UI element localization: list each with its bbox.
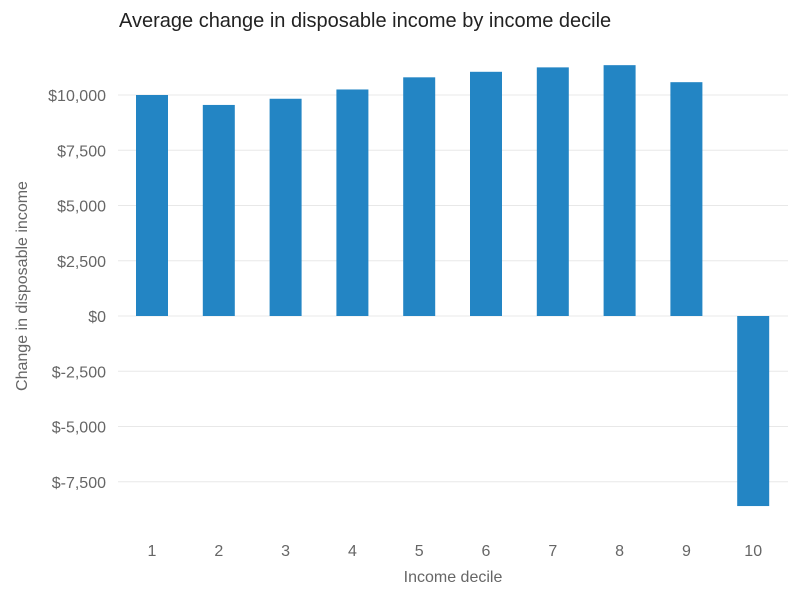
bar-decile-10 — [737, 316, 770, 507]
y-tick-label: $5,000 — [57, 199, 106, 216]
y-axis-title: Change in disposable income — [14, 181, 31, 391]
chart-title: Average change in disposable income by i… — [119, 10, 612, 32]
x-tick-label: 8 — [615, 543, 624, 560]
bar-decile-9 — [670, 82, 703, 316]
x-tick-label: 5 — [415, 543, 424, 560]
bar-decile-5 — [403, 77, 436, 316]
y-tick-label: $-5,000 — [52, 420, 106, 437]
x-tick-label: 10 — [744, 543, 762, 560]
x-tick-label: 2 — [214, 543, 223, 560]
bar-decile-6 — [470, 71, 502, 316]
y-tick-label: $-7,500 — [52, 475, 106, 492]
x-axis-title: Income decile — [404, 569, 503, 586]
x-tick-labels: 1 2 3 4 5 6 7 8 9 10 — [148, 543, 763, 560]
y-tick-label: $-2,500 — [52, 364, 106, 381]
bar-decile-1 — [136, 95, 168, 316]
y-tick-label: $0 — [88, 309, 106, 326]
x-tick-label: 7 — [548, 543, 557, 560]
bar-decile-8 — [603, 65, 636, 316]
y-tick-label: $10,000 — [48, 88, 106, 105]
x-tick-label: 9 — [682, 543, 691, 560]
bar-decile-3 — [269, 98, 302, 317]
x-tick-label: 6 — [482, 543, 491, 560]
x-tick-label: 1 — [148, 543, 157, 560]
x-tick-label: 4 — [348, 543, 357, 560]
bar-decile-4 — [336, 89, 369, 316]
bar-decile-2 — [202, 104, 235, 316]
x-tick-label: 3 — [281, 543, 290, 560]
y-tick-label: $7,500 — [57, 143, 106, 160]
bar-decile-7 — [536, 67, 569, 316]
bars — [136, 65, 770, 507]
y-tick-label: $2,500 — [57, 254, 106, 271]
y-tick-labels: $10,000 $7,500 $5,000 $2,500 $0 $-2,500 $-5,00… — [48, 88, 106, 492]
